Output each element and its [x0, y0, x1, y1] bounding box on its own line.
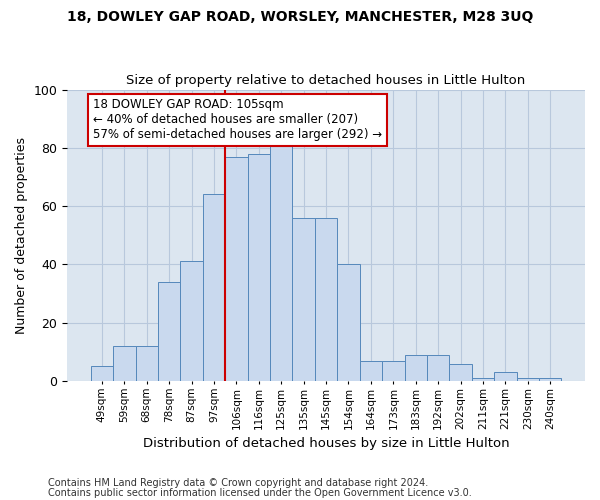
Bar: [315, 218, 337, 381]
Bar: [494, 372, 517, 381]
Bar: [270, 136, 292, 381]
Title: Size of property relative to detached houses in Little Hulton: Size of property relative to detached ho…: [127, 74, 526, 87]
Bar: [225, 156, 248, 381]
Bar: [360, 360, 382, 381]
X-axis label: Distribution of detached houses by size in Little Hulton: Distribution of detached houses by size …: [143, 437, 509, 450]
Bar: [203, 194, 225, 381]
Bar: [449, 364, 472, 381]
Bar: [292, 218, 315, 381]
Bar: [382, 360, 404, 381]
Bar: [91, 366, 113, 381]
Bar: [181, 262, 203, 381]
Text: Contains HM Land Registry data © Crown copyright and database right 2024.: Contains HM Land Registry data © Crown c…: [48, 478, 428, 488]
Bar: [517, 378, 539, 381]
Bar: [472, 378, 494, 381]
Text: 18, DOWLEY GAP ROAD, WORSLEY, MANCHESTER, M28 3UQ: 18, DOWLEY GAP ROAD, WORSLEY, MANCHESTER…: [67, 10, 533, 24]
Bar: [248, 154, 270, 381]
Y-axis label: Number of detached properties: Number of detached properties: [15, 137, 28, 334]
Bar: [158, 282, 181, 381]
Bar: [427, 355, 449, 381]
Bar: [539, 378, 562, 381]
Bar: [404, 355, 427, 381]
Bar: [113, 346, 136, 381]
Text: 18 DOWLEY GAP ROAD: 105sqm
← 40% of detached houses are smaller (207)
57% of sem: 18 DOWLEY GAP ROAD: 105sqm ← 40% of deta…: [93, 98, 382, 142]
Bar: [337, 264, 360, 381]
Text: Contains public sector information licensed under the Open Government Licence v3: Contains public sector information licen…: [48, 488, 472, 498]
Bar: [136, 346, 158, 381]
